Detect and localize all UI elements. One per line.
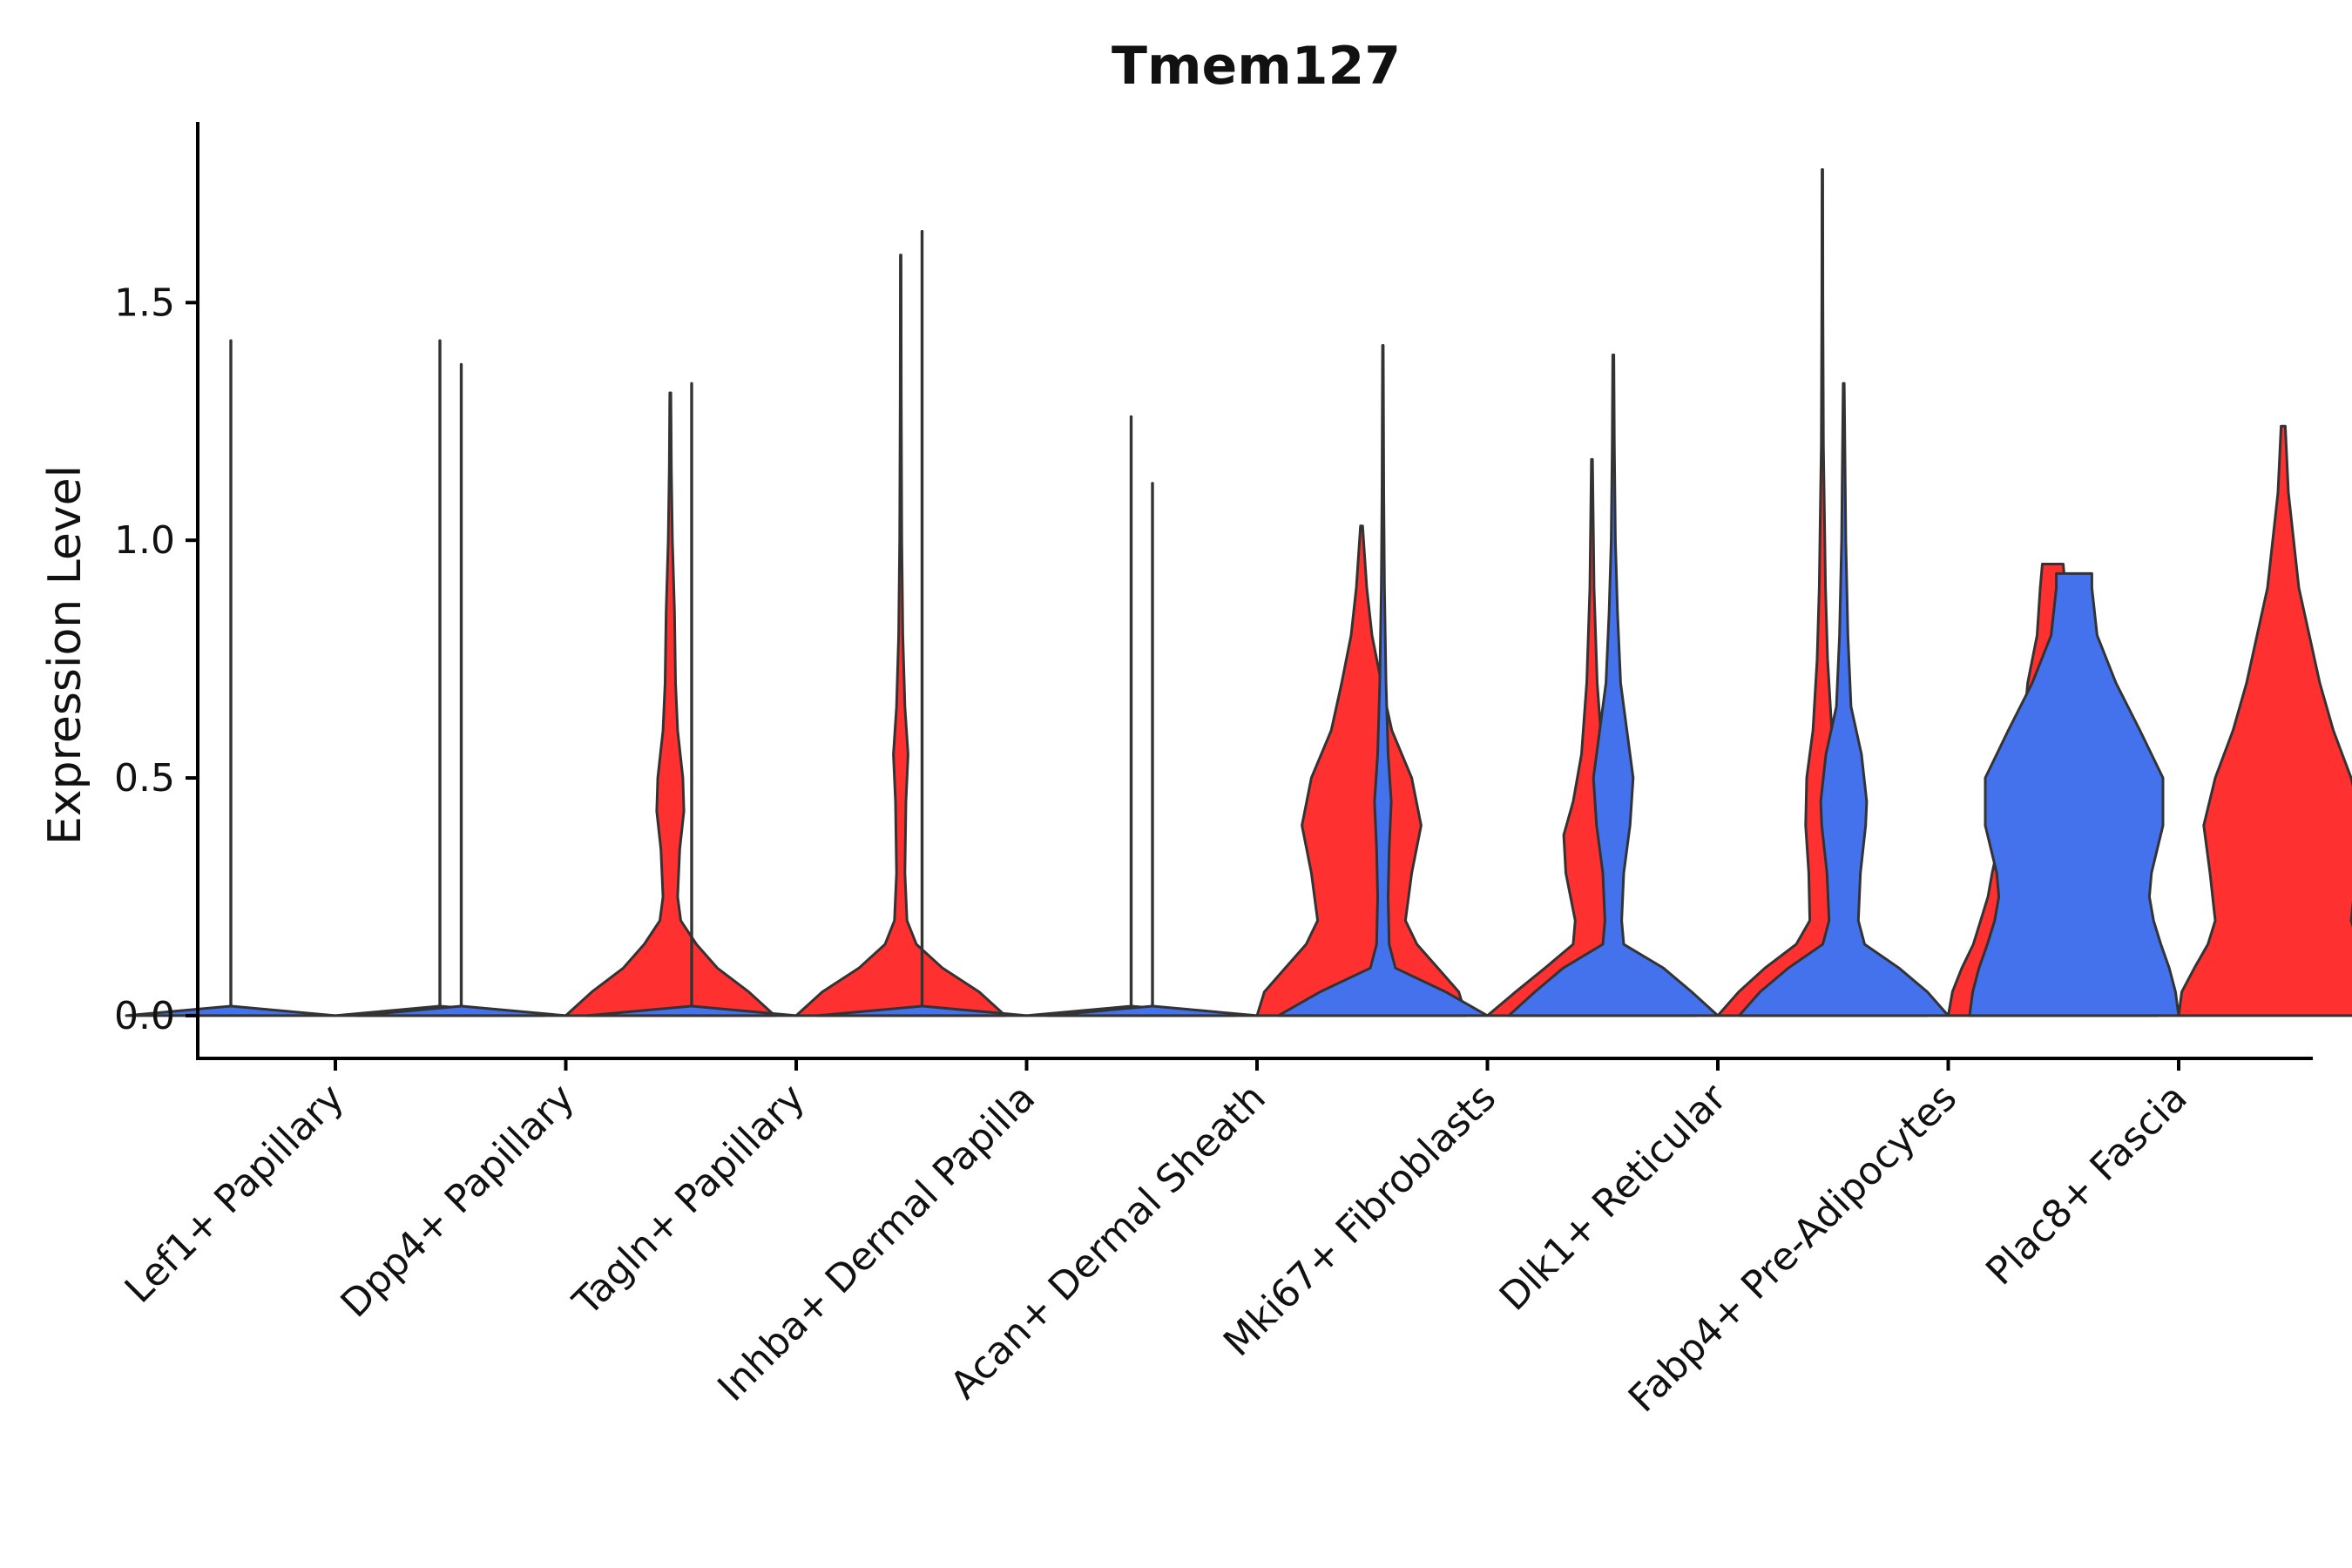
violin-blue (1738, 382, 1950, 1017)
violin-blue (1046, 482, 1259, 1017)
violin-red (564, 391, 776, 1017)
violin-blue (1968, 571, 2180, 1017)
violin-red (2177, 424, 2352, 1017)
x-tick-label: Dpp4+ Papillary (333, 1076, 584, 1327)
violin-blue (1277, 344, 1489, 1017)
violin-red (1025, 415, 1237, 1017)
violin-blue (125, 339, 337, 1017)
violin-red (334, 339, 546, 1017)
y-axis-label: Expression Level (39, 465, 91, 845)
y-tick-label: 0.5 (114, 756, 175, 801)
y-tick-label: 1.0 (114, 518, 175, 563)
violin-blue (585, 382, 798, 1017)
violin-blue (1507, 353, 1720, 1017)
x-tick-label: Plac8+ Fascia (1977, 1076, 2196, 1294)
x-tick-label: Dlk1+ Reticular (1491, 1075, 1736, 1320)
y-tick-label: 0.0 (114, 994, 175, 1038)
y-tick-label: 1.5 (114, 280, 175, 325)
x-tick-label: Tagln+ Papillary (564, 1076, 814, 1325)
violin-red (1716, 168, 1929, 1017)
chart-title: Tmem127 (1112, 36, 1401, 97)
violin-blue (355, 362, 567, 1017)
violin-layer (125, 168, 2352, 1017)
violin-red (1255, 524, 1468, 1017)
violin-red (794, 253, 1007, 1017)
violin-red (1486, 457, 1698, 1017)
y-axis-ticks: 0.0 0.5 1.0 1.5 (114, 280, 198, 1038)
violin-blue (816, 230, 1028, 1017)
x-tick-label: Lef1+ Papillary (117, 1076, 353, 1312)
